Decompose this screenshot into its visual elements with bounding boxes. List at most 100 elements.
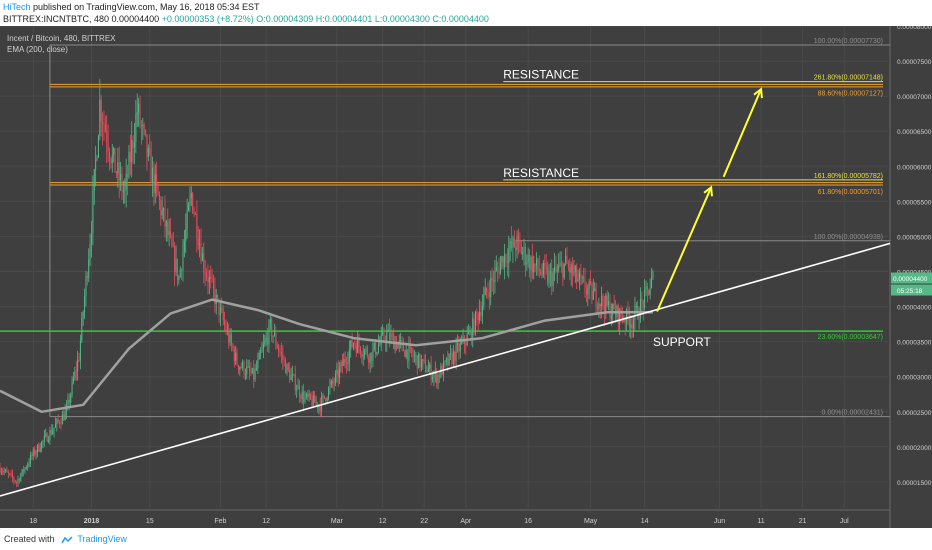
candle-body bbox=[594, 288, 596, 291]
candle-body bbox=[371, 353, 373, 361]
candle-body bbox=[49, 430, 51, 441]
candle-body bbox=[416, 355, 418, 369]
projection-arrow-head bbox=[703, 185, 713, 197]
candle-body bbox=[183, 240, 185, 252]
candle-body bbox=[64, 411, 66, 421]
candle-body bbox=[517, 236, 519, 240]
candle-body bbox=[596, 306, 598, 309]
candle-body bbox=[181, 269, 183, 271]
candle-body bbox=[488, 292, 490, 298]
candle-body bbox=[519, 239, 521, 245]
candle-body bbox=[405, 349, 407, 357]
last-price-tag bbox=[891, 272, 932, 284]
chart-area[interactable]: 100.00%(0.00007730) 0.00%(0.00002431) 100.… bbox=[0, 26, 932, 528]
candle-body bbox=[578, 273, 580, 280]
candle-body bbox=[186, 210, 188, 229]
candle-body bbox=[224, 320, 226, 326]
candle-body bbox=[297, 385, 299, 390]
projection-arrow-head bbox=[753, 87, 763, 99]
candle-body bbox=[567, 264, 569, 267]
candle-body bbox=[451, 353, 453, 364]
candle-body bbox=[511, 241, 513, 248]
candle-body bbox=[77, 359, 79, 372]
candle-body bbox=[474, 311, 476, 333]
candle-body bbox=[506, 261, 508, 264]
candle-body bbox=[268, 322, 270, 345]
candle-body bbox=[491, 277, 493, 281]
candle-body bbox=[79, 340, 81, 361]
author-link[interactable]: HiTech bbox=[3, 2, 31, 12]
candle-body bbox=[237, 365, 239, 370]
candle-body bbox=[549, 270, 551, 274]
tradingview-brand-link[interactable]: TradingView bbox=[77, 534, 127, 544]
candle-body bbox=[193, 212, 195, 214]
candle-body bbox=[585, 290, 587, 294]
price-chart[interactable]: 100.00%(0.00007730) 0.00%(0.00002431) 100.… bbox=[0, 26, 932, 528]
candle-body bbox=[472, 318, 474, 340]
candle-body bbox=[3, 471, 5, 472]
candle-body bbox=[251, 368, 253, 374]
time-tick-label: 15 bbox=[146, 518, 154, 525]
candle-body bbox=[24, 467, 26, 472]
candle-body bbox=[307, 393, 309, 397]
candle-body bbox=[470, 330, 472, 340]
candle-body bbox=[516, 236, 518, 251]
candle-body bbox=[103, 124, 105, 126]
candle-body bbox=[433, 374, 435, 377]
candle-body bbox=[254, 369, 256, 380]
candle-body bbox=[497, 267, 499, 269]
candle-body bbox=[602, 295, 604, 306]
candle-body bbox=[552, 272, 554, 286]
candle-body bbox=[296, 389, 298, 391]
candle-body bbox=[20, 474, 22, 481]
candle-body bbox=[455, 344, 457, 361]
candle-body bbox=[347, 361, 349, 365]
candle-body bbox=[57, 419, 59, 422]
candle-body bbox=[429, 364, 431, 369]
candle-body bbox=[334, 373, 336, 383]
candle-body bbox=[595, 288, 597, 307]
candle-body bbox=[52, 430, 54, 435]
candle-body bbox=[199, 243, 201, 245]
candle-body bbox=[111, 154, 113, 164]
time-tick-label: 12 bbox=[262, 518, 270, 525]
candle-body bbox=[541, 274, 543, 275]
candle-body bbox=[608, 301, 610, 306]
candle-body bbox=[639, 299, 641, 319]
candle-body bbox=[484, 287, 486, 296]
time-tick-label: Feb bbox=[214, 518, 226, 525]
candle-body bbox=[294, 374, 296, 391]
candle-body bbox=[373, 342, 375, 350]
ratio-label: 161.80%(0.00005782) bbox=[814, 173, 883, 180]
candle-body bbox=[138, 103, 140, 113]
ratio-label: 61.80%(0.00005701) bbox=[818, 189, 883, 196]
time-tick-label: 18 bbox=[29, 518, 37, 525]
candle-body bbox=[150, 152, 152, 184]
price-tick-label: 0.00007500 bbox=[897, 59, 932, 66]
candle-body bbox=[75, 370, 77, 372]
candle-body bbox=[293, 374, 295, 375]
candle-body bbox=[25, 467, 27, 469]
candle-body bbox=[326, 398, 328, 402]
candle-body bbox=[645, 286, 647, 290]
candle-body bbox=[88, 259, 90, 278]
candle-body bbox=[182, 251, 184, 271]
candle-body bbox=[634, 307, 636, 320]
candle-body bbox=[314, 395, 316, 403]
candle-body bbox=[522, 252, 524, 255]
candle-body bbox=[232, 344, 234, 350]
candle-body bbox=[41, 441, 43, 450]
price-axis[interactable]: 0.00008000 0.00007500 0.00007000 0.00006500… bbox=[891, 26, 932, 487]
candle-body bbox=[566, 255, 568, 265]
last-price-label: 0.00004400 bbox=[893, 276, 928, 283]
candle-body bbox=[323, 395, 325, 399]
candle-body bbox=[555, 266, 557, 271]
candle-body bbox=[283, 359, 285, 361]
candle-body bbox=[438, 374, 440, 378]
candle-body bbox=[139, 103, 141, 125]
candle-body bbox=[436, 370, 438, 384]
time-axis[interactable]: 18 2018 15 Feb 12 Mar 12 22 Apr 16 May 14 Jun 11 21 Jul bbox=[29, 518, 849, 525]
candle-body bbox=[445, 358, 447, 361]
candle-body bbox=[5, 469, 7, 472]
candle-body bbox=[231, 334, 233, 345]
